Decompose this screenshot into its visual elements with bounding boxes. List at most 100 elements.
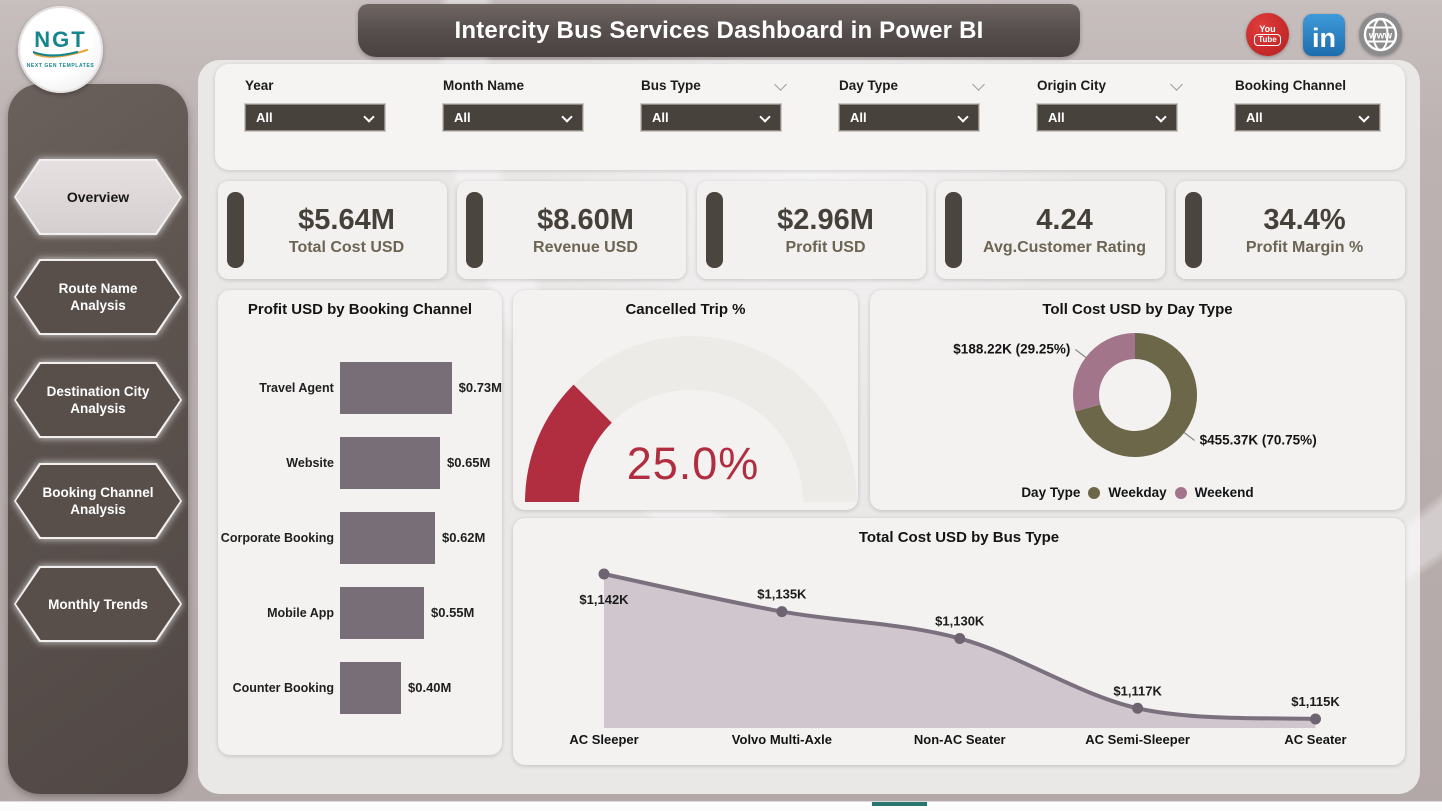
filter-year: Year All [245, 78, 395, 131]
donut-legend: Day Type Weekday Weekend [870, 485, 1405, 500]
gauge-card: Cancelled Trip % 25.0% [513, 290, 858, 510]
kpi-avg-customer-rating: 4.24 Avg.Customer Rating [936, 181, 1165, 279]
sidebar-item-monthly-trends[interactable]: Monthly Trends [14, 566, 182, 642]
website-globe-icon[interactable]: www [1359, 13, 1402, 56]
sidebar-item-destination-city-analysis[interactable]: Destination City Analysis [14, 362, 182, 438]
kpi-value: 4.24 [1036, 203, 1093, 236]
month-name-dropdown[interactable]: All [443, 104, 583, 131]
chevron-down-icon [957, 111, 969, 123]
day-type-dropdown[interactable]: All [839, 104, 979, 131]
data-label: $1,115K [1291, 694, 1340, 709]
linkedin-icon[interactable]: in [1303, 13, 1345, 56]
bar-row-corporate-booking: Corporate Booking $0.62M [218, 500, 502, 575]
data-point-4[interactable] [1310, 713, 1321, 725]
ngt-logo: NGT NEXT GEN TEMPLATES [18, 6, 103, 93]
filter-booking-channel: Booking Channel All [1235, 78, 1385, 131]
kpi-label: Revenue USD [533, 238, 638, 256]
donut-slice-weekday[interactable] [1075, 333, 1197, 457]
chart-title: Profit USD by Booking Channel [247, 301, 473, 318]
bar-row-travel-agent: Travel Agent $0.73M [218, 350, 502, 425]
booking-channel-dropdown[interactable]: All [1235, 104, 1380, 131]
kpi-total-cost: $5.64M Total Cost USD [218, 181, 447, 279]
sidebar-item-label: Destination City Analysis [46, 384, 150, 416]
year-dropdown[interactable]: All [245, 104, 385, 131]
kpi-label: Avg.Customer Rating [983, 238, 1146, 256]
sidebar-item-label: Route Name Analysis [58, 281, 138, 313]
bus-type-dropdown[interactable]: All [641, 104, 781, 131]
data-point-0[interactable] [598, 568, 610, 580]
bar-row-mobile-app: Mobile App $0.55M [218, 575, 502, 650]
filter-label: Booking Channel [1235, 78, 1346, 93]
data-label: $1,130K [935, 613, 985, 628]
sidebar-item-label: Booking Channel Analysis [42, 485, 154, 517]
chevron-down-icon [1358, 111, 1370, 123]
bar-row-counter-booking: Counter Booking $0.40M [218, 650, 502, 725]
kpi-label: Profit Margin % [1245, 238, 1364, 256]
area-chart[interactable]: $1,142K AC Sleeper $1,135K Volvo Multi-Axle… [513, 518, 1405, 765]
kpi-value: $5.64M [298, 203, 395, 236]
sidebar-item-label: Overview [66, 188, 130, 205]
x-axis-label: AC Semi-Sleeper [1085, 732, 1190, 747]
legend-dot-weekend [1174, 486, 1187, 499]
bar-website[interactable] [340, 436, 440, 489]
bar-mobile-app[interactable] [340, 586, 424, 639]
logo-swoosh-icon [32, 48, 88, 58]
filter-panel: Year All Month Name All Bus Type All Day… [215, 64, 1405, 170]
kpi-profit-margin: 34.4% Profit Margin % [1176, 181, 1405, 279]
chart-title: Toll Cost USD by Day Type [1042, 301, 1233, 318]
bar-row-website: Website $0.65M [218, 425, 502, 500]
bar-corporate-booking[interactable] [340, 511, 435, 564]
sidebar-item-booking-channel-analysis[interactable]: Booking Channel Analysis [14, 463, 182, 539]
data-point-1[interactable] [776, 606, 788, 618]
sidebar-item-overview[interactable]: Overview [14, 159, 182, 235]
donut-chart-card: Toll Cost USD by Day Type $455.37K (70.7… [870, 290, 1405, 510]
sidebar-item-label: Monthly Trends [48, 596, 148, 612]
data-label: $1,135K [757, 587, 807, 602]
youtube-icon[interactable]: You Tube [1246, 13, 1289, 56]
kpi-label: Profit USD [785, 238, 866, 256]
kpi-value: 34.4% [1263, 203, 1346, 236]
data-point-3[interactable] [1132, 702, 1144, 714]
filter-month-name: Month Name All [443, 78, 593, 131]
kpi-value: $8.60M [537, 203, 634, 236]
bar-travel-agent[interactable] [339, 361, 452, 414]
sidebar-item-route-name-analysis[interactable]: Route Name Analysis [14, 259, 182, 335]
bar-counter-booking[interactable] [340, 661, 401, 714]
sidebar-nav: Overview Route Name Analysis Destination… [8, 84, 188, 794]
kpi-accent-bar [1185, 192, 1202, 268]
chevron-down-icon [1155, 111, 1167, 123]
kpi-accent-bar [706, 192, 723, 268]
legend-label-weekend[interactable]: Weekend [1194, 485, 1254, 500]
filter-origin-city: Origin City All [1037, 78, 1187, 131]
social-links: You Tube in www [1246, 13, 1402, 56]
kpi-profit: $2.96M Profit USD [697, 181, 926, 279]
logo-subtext: NEXT GEN TEMPLATES [26, 63, 95, 69]
bar-chart-card: Profit USD by Booking Channel Travel Age… [218, 290, 502, 755]
donut-chart[interactable]: $455.37K (70.75%) $188.22K (29.25%) [870, 290, 1405, 510]
legend-title: Day Type [1021, 485, 1081, 500]
x-axis-label: Non-AC Seater [914, 732, 1006, 747]
kpi-accent-bar [945, 192, 962, 268]
bottom-accent-bar [872, 802, 927, 806]
legend-label-weekday[interactable]: Weekday [1108, 485, 1167, 500]
data-label: $1,117K [1113, 683, 1162, 698]
x-axis-label: AC Sleeper [569, 732, 638, 747]
kpi-value: $2.96M [777, 203, 874, 236]
x-axis-label: Volvo Multi-Axle [732, 732, 832, 747]
donut-callout-label: $188.22K (29.25%) [953, 341, 1070, 356]
chevron-down-icon [759, 111, 771, 123]
chevron-down-icon [363, 111, 375, 123]
filter-label: Origin City [1037, 78, 1107, 93]
filter-day-type: Day Type All [839, 78, 989, 131]
legend-dot-weekday [1088, 486, 1101, 499]
filter-label: Year [245, 78, 274, 93]
chart-title: Cancelled Trip % [625, 301, 746, 318]
donut-slice-weekend[interactable] [1073, 333, 1135, 412]
donut-callout-label: $455.37K (70.75%) [1200, 433, 1317, 448]
data-point-2[interactable] [954, 632, 966, 644]
x-axis-label: AC Seater [1284, 732, 1346, 747]
bar-chart: Travel Agent $0.73M Website $0.65M Corpo… [218, 350, 502, 725]
gauge-chart[interactable] [513, 290, 858, 510]
origin-city-dropdown[interactable]: All [1037, 104, 1177, 131]
